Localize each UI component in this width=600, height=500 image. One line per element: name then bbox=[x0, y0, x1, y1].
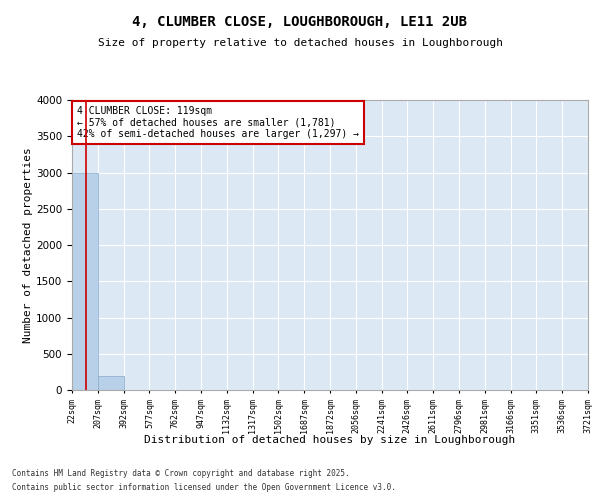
Text: Contains HM Land Registry data © Crown copyright and database right 2025.: Contains HM Land Registry data © Crown c… bbox=[12, 468, 350, 477]
Y-axis label: Number of detached properties: Number of detached properties bbox=[23, 147, 33, 343]
Bar bbox=[72, 172, 98, 390]
X-axis label: Distribution of detached houses by size in Loughborough: Distribution of detached houses by size … bbox=[145, 436, 515, 446]
Bar bbox=[98, 376, 124, 390]
Text: Contains public sector information licensed under the Open Government Licence v3: Contains public sector information licen… bbox=[12, 484, 396, 492]
Text: 4, CLUMBER CLOSE, LOUGHBOROUGH, LE11 2UB: 4, CLUMBER CLOSE, LOUGHBOROUGH, LE11 2UB bbox=[133, 15, 467, 29]
Text: Size of property relative to detached houses in Loughborough: Size of property relative to detached ho… bbox=[97, 38, 503, 48]
Text: 4 CLUMBER CLOSE: 119sqm
← 57% of detached houses are smaller (1,781)
42% of semi: 4 CLUMBER CLOSE: 119sqm ← 57% of detache… bbox=[77, 106, 359, 139]
